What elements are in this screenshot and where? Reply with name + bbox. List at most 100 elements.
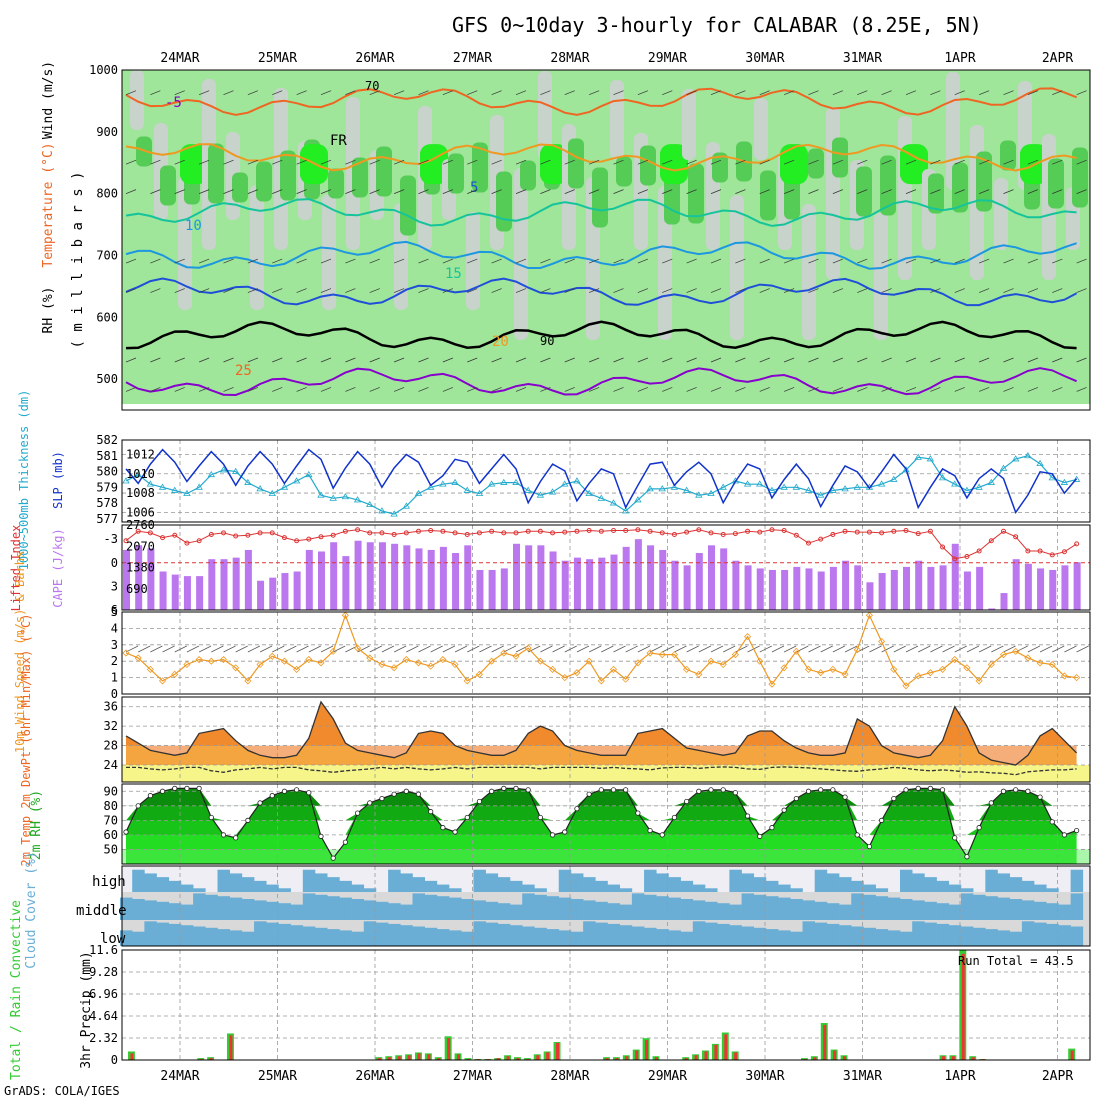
wind-speed-marker [902,682,910,690]
wind-barb [125,288,137,293]
wind-barb [662,90,673,96]
li-line [125,529,1077,560]
wind-barb [662,387,673,392]
cloud-bar [132,899,145,920]
rh-marker [830,787,836,793]
moist-patch [856,166,872,217]
wind-barb [296,357,307,363]
thickness-marker [305,470,313,478]
cloud-bar [363,900,377,920]
li-marker [611,528,616,534]
cape-bar [647,545,655,610]
convective-bar [387,1057,391,1060]
rh-marker [257,800,263,806]
thickness-marker [487,480,496,487]
convective-bar [655,1057,658,1060]
cloud-bar [851,893,864,920]
cloud-bar [790,931,803,946]
rh-marker [513,785,519,791]
wind-barb [881,90,892,96]
cape-bar [391,543,399,610]
wind-barb [954,387,965,392]
cape-bar [976,566,984,610]
thickness-marker [621,507,630,514]
rh-marker [403,788,409,794]
wind-barb [491,357,502,363]
cloud-bar [315,927,328,946]
wind-barb [735,90,746,96]
wind-barb-small [1003,645,1016,653]
wind-tick: 3 [111,638,118,652]
convective-bar [496,1058,500,1060]
cloud-bar [315,873,328,892]
wind-barb [393,288,405,293]
bottom-date-label: 30MAR [745,1069,784,1084]
moist-patch [808,148,824,179]
thickness-marker [341,492,350,500]
wind-barb [272,288,283,293]
wind-barb-small [991,645,1004,653]
cloud-bar [851,926,864,946]
wind-barb [491,189,502,194]
cloud-bar [948,925,962,946]
cape-bar [549,551,557,610]
wind-barb [759,189,770,194]
thickness-marker [329,494,337,501]
wind-barb [1027,357,1039,363]
wind-barb [345,258,356,264]
wind-barb [978,357,990,363]
wind-barb-small [564,645,577,653]
wind-barb [345,288,356,293]
thickness-marker [244,478,252,485]
wind-barb [393,189,405,194]
rh-marker [964,854,970,860]
cape-bar [281,573,289,610]
li-marker [184,540,190,546]
wind-speed-marker [963,664,971,672]
rh-marker [269,793,275,799]
cloud-ylabel: Cloud Cover (%) [24,851,39,968]
wind-speed-marker [451,660,459,669]
cape-bar [342,556,350,610]
wind-barb [418,90,429,96]
pressure-tick: 900 [96,125,118,139]
cape-bar [744,565,752,610]
wind-barb-small [223,645,236,653]
temp-contour [125,240,1077,270]
wind-barb-small [783,645,797,653]
wind-barb [759,90,770,96]
cloud-bar [229,873,243,892]
wind-barb-small [869,645,882,653]
li-marker [598,528,604,534]
rh-marker [671,814,678,821]
wind-barb-small [723,645,736,653]
cape-bar [586,559,594,610]
rh-marker [476,798,483,805]
convective-bar [843,1056,847,1060]
wind-barb [637,90,649,96]
cloud-bar [741,873,755,892]
cloud-bar [120,897,133,920]
top-date-label: 2APR [1042,51,1073,66]
li-marker [976,548,982,554]
rh-contour-label: 70 [365,79,379,93]
thickness-tick: 581 [96,449,118,463]
cloud-bar [607,884,620,892]
rh-marker [464,814,470,821]
wind-barb [588,288,600,293]
wind-barb-small [406,645,419,653]
wind-barb-small [308,645,321,653]
li-marker [769,527,775,533]
convective-bar [457,1054,461,1060]
thickness-marker [195,483,203,490]
thickness-marker [585,489,593,497]
wind-barb [369,258,380,264]
cloud-bar [948,884,962,892]
rh-marker [781,807,787,813]
li-marker [147,530,153,536]
cloud-bar [802,900,815,920]
wind-barb-small [710,645,724,653]
cloud-bar [887,930,901,946]
cloud-cover-panel: high middle low [76,865,1091,947]
